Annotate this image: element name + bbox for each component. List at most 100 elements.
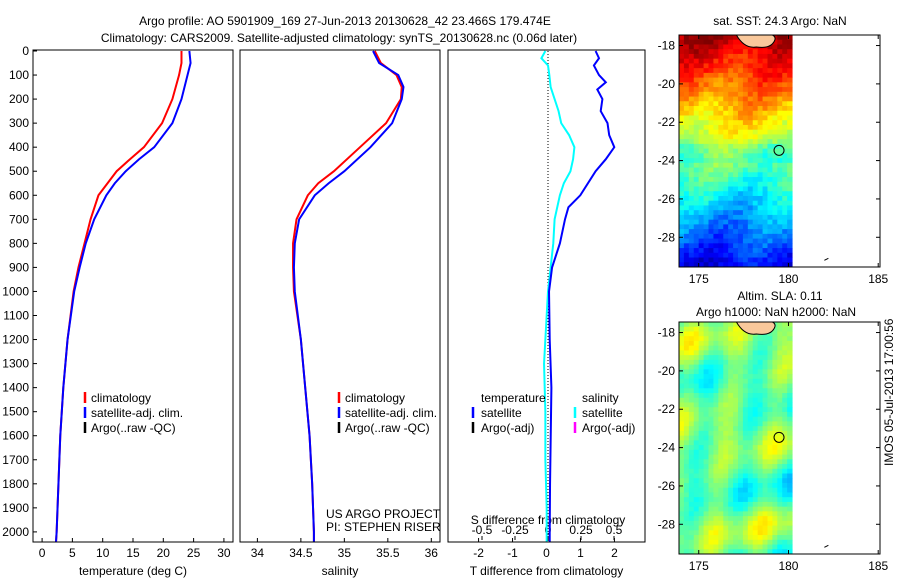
map-cell bbox=[683, 464, 690, 470]
map-cell bbox=[767, 120, 773, 126]
map-cell bbox=[757, 340, 764, 347]
map-cell bbox=[708, 369, 714, 375]
map-cell bbox=[767, 397, 773, 403]
map-cell bbox=[703, 200, 709, 206]
map-cell bbox=[787, 378, 793, 385]
map-cell bbox=[708, 397, 714, 403]
map-cell bbox=[703, 355, 709, 361]
legend-t-satellite: satellite bbox=[481, 406, 522, 420]
map-cell bbox=[713, 506, 719, 512]
map-cell bbox=[708, 44, 714, 50]
map-cell bbox=[679, 229, 685, 235]
y-tick-label: 1300 bbox=[2, 357, 29, 371]
map-cell bbox=[767, 143, 773, 150]
map-cell bbox=[688, 511, 695, 517]
map-cell bbox=[747, 464, 754, 470]
map-cell bbox=[683, 397, 690, 403]
map-cell bbox=[737, 191, 744, 197]
map-cell bbox=[733, 374, 739, 380]
map-cell bbox=[728, 87, 734, 93]
map-cell bbox=[733, 506, 739, 512]
map-cell bbox=[733, 511, 739, 517]
map-cell bbox=[752, 110, 759, 116]
map-cell bbox=[777, 364, 783, 370]
map-cell bbox=[757, 421, 764, 427]
map-cell bbox=[679, 449, 685, 456]
map-cell bbox=[757, 158, 764, 164]
map-cell bbox=[757, 535, 764, 541]
map-cell bbox=[787, 63, 793, 69]
map-cell bbox=[737, 124, 744, 131]
map-cell bbox=[698, 388, 705, 394]
map-cell bbox=[772, 525, 778, 531]
map-cell bbox=[718, 167, 724, 173]
map-cell bbox=[723, 468, 729, 475]
map-cell bbox=[698, 181, 705, 188]
temperature-panel: 0100200300400500600700800900100011001200… bbox=[2, 44, 234, 578]
map-cell bbox=[747, 383, 754, 389]
map-cell bbox=[772, 393, 778, 399]
map-cell bbox=[767, 355, 773, 361]
map-cell bbox=[693, 124, 700, 131]
map-cell bbox=[757, 143, 764, 150]
map-cell bbox=[772, 58, 778, 64]
map-cell bbox=[728, 120, 734, 126]
map-cell bbox=[713, 68, 719, 74]
map-cell bbox=[737, 331, 744, 337]
map-cell bbox=[703, 177, 709, 183]
map-cell bbox=[742, 501, 749, 508]
map-cell bbox=[713, 35, 719, 41]
map-cell bbox=[752, 364, 759, 370]
map-cell bbox=[728, 516, 734, 522]
temperature-legend: climatology satellite-adj. clim. Argo(..… bbox=[83, 391, 183, 435]
y-tick-label: 300 bbox=[9, 116, 29, 130]
map-cell bbox=[703, 224, 709, 230]
map-cell bbox=[742, 345, 749, 351]
map-cell bbox=[728, 388, 734, 394]
map-cell bbox=[713, 177, 719, 183]
map-cell bbox=[723, 233, 729, 240]
map-cell bbox=[747, 238, 754, 244]
map-cell bbox=[762, 214, 768, 221]
map-cell bbox=[747, 482, 754, 489]
map-cell bbox=[683, 158, 690, 164]
map-cell bbox=[767, 539, 773, 546]
map-cell bbox=[757, 525, 764, 531]
map-cell bbox=[733, 233, 739, 240]
map-cell bbox=[718, 219, 724, 225]
map-cell bbox=[718, 459, 724, 465]
map-cell bbox=[698, 101, 705, 107]
map-cell bbox=[718, 101, 724, 107]
map-cell bbox=[693, 243, 700, 249]
map-cell bbox=[757, 407, 764, 413]
map-cell bbox=[787, 252, 793, 259]
map-cell bbox=[713, 143, 719, 150]
map-cell bbox=[787, 539, 793, 546]
map-cell bbox=[723, 326, 729, 332]
map-cell bbox=[767, 454, 773, 460]
map-cell bbox=[742, 191, 749, 197]
map-cell bbox=[772, 350, 778, 356]
map-cell bbox=[777, 506, 783, 512]
map-cell bbox=[698, 445, 705, 451]
map-cell bbox=[757, 430, 764, 437]
map-cell bbox=[762, 162, 768, 169]
map-cell bbox=[713, 393, 719, 399]
map-cell bbox=[772, 148, 778, 154]
map-cell bbox=[757, 262, 764, 268]
legend-climatology: climatology bbox=[91, 391, 151, 405]
map-cell bbox=[777, 110, 783, 116]
map-cell bbox=[772, 243, 778, 249]
map-cell bbox=[733, 501, 739, 508]
x-tick-label: 34.5 bbox=[289, 546, 313, 560]
map-cell bbox=[713, 482, 719, 489]
map-cell bbox=[762, 158, 768, 164]
map-cell bbox=[742, 539, 749, 546]
map-cell bbox=[688, 167, 695, 173]
map-cell bbox=[718, 214, 724, 221]
map-cell bbox=[723, 177, 729, 183]
x-tick-label: 30 bbox=[217, 546, 231, 560]
map-cell bbox=[679, 115, 685, 121]
map-cell bbox=[737, 110, 744, 116]
map-cell bbox=[708, 248, 714, 254]
